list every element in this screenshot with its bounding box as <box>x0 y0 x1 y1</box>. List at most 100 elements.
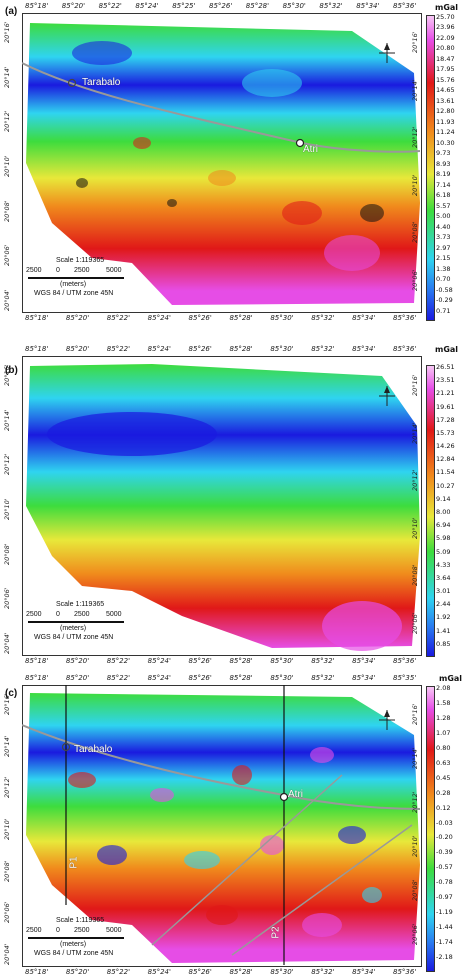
legend-label: 0.63 <box>436 758 451 767</box>
bottom-tick-label: 85°32' <box>311 314 335 322</box>
right-tick-label: 20°14' <box>411 747 419 769</box>
place-tarabalo: Tarabalo <box>82 77 121 88</box>
left-tick-label: 20°14' <box>3 66 11 88</box>
legend-label: 1.07 <box>436 728 451 737</box>
legend-label: 13.61 <box>436 96 455 105</box>
scale-unit: (meters) <box>60 281 87 288</box>
legend-unit: mGal <box>435 345 459 354</box>
top-tick-label: 85°26' <box>209 2 233 10</box>
legend-label: 7.14 <box>436 180 451 189</box>
top-tick-label: 85°32' <box>319 2 343 10</box>
left-tick-label: 20°10' <box>3 155 11 177</box>
right-tick-label: 20°16' <box>411 703 419 725</box>
top-tick-label: 85°22' <box>106 345 131 353</box>
profile-p2: P2 <box>270 926 282 939</box>
legend-label: 0.71 <box>436 306 451 315</box>
legend-label: 1.58 <box>436 698 451 707</box>
left-tick-label: 20°08' <box>3 543 11 565</box>
legend-label: 3.64 <box>436 573 451 582</box>
bottom-tick-label: 85°34' <box>352 968 376 976</box>
legend-label: 0.28 <box>436 788 451 797</box>
legend-label: 23.96 <box>436 23 455 32</box>
bottom-tick-label: 85°34' <box>352 314 376 322</box>
map-frame <box>22 13 422 313</box>
top-tick-label: 85°20' <box>65 674 90 682</box>
bottom-tick-label: 85°22' <box>106 968 131 976</box>
legend-label: 1.28 <box>436 713 451 722</box>
left-tick-label: 20°12' <box>3 453 11 476</box>
legend-label: 2.08 <box>436 684 451 692</box>
panel-c: (c) Tarabalo Atri P1 P2 Scale 1:119365 2… <box>0 672 474 980</box>
legend-label: 5.00 <box>436 212 451 221</box>
top-tick-label: 85°36' <box>393 345 417 353</box>
legend-label: 26.51 <box>436 363 455 371</box>
legend-label: 1.92 <box>436 613 451 622</box>
right-tick-label: 20°10' <box>411 517 419 539</box>
left-tick-label: 20°10' <box>3 498 11 520</box>
legend-label: 1.38 <box>436 264 451 273</box>
legend-label: 4.40 <box>436 222 451 231</box>
legend-label: 9.14 <box>436 494 451 503</box>
legend-label: -0.20 <box>436 833 453 842</box>
bottom-tick-label: 85°26' <box>188 968 212 976</box>
legend-label: 3.01 <box>436 587 451 596</box>
legend-unit: mGal <box>439 674 463 683</box>
left-tick-label: 20°06' <box>3 244 11 267</box>
left-tick-label: 20°10' <box>3 818 11 840</box>
bottom-tick-label: 85°24' <box>147 968 171 976</box>
scale-title: Scale 1:119365 <box>56 601 105 608</box>
bottom-tick-label: 85°28' <box>229 657 253 665</box>
regional-anomaly-map-b <box>26 364 420 651</box>
left-tick-label: 20°04' <box>3 289 11 311</box>
legend-bar <box>426 686 435 972</box>
left-tick-label: 20°06' <box>3 901 11 924</box>
legend-label: 11.54 <box>436 468 455 477</box>
legend-label: 18.47 <box>436 54 455 63</box>
right-tick-label: 20°06' <box>411 923 419 945</box>
bottom-tick-label: 85°36' <box>393 968 417 976</box>
legend-label: 11.93 <box>436 117 455 126</box>
legend-label: 10.27 <box>436 481 455 490</box>
place-atri: Atri <box>288 789 303 800</box>
top-tick-label: 85°30' <box>282 2 306 10</box>
left-tick-label: 20°08' <box>3 860 11 882</box>
top-tick-label: 85°30' <box>270 674 294 682</box>
top-tick-label: 85°20' <box>65 345 90 353</box>
legend-label: 2.44 <box>436 600 451 609</box>
top-tick-label: 85°36' <box>393 2 417 10</box>
bottom-tick-label: 85°18' <box>25 314 49 322</box>
top-tick-label: 85°18' <box>25 674 49 682</box>
scale-tick: 0 <box>56 267 60 274</box>
legend-label: 5.57 <box>436 201 451 210</box>
scale-title: Scale 1:119365 <box>56 257 105 264</box>
legend-label: 5.09 <box>436 547 451 556</box>
place-tarabalo: Tarabalo <box>74 744 113 755</box>
bottom-tick-label: 85°32' <box>311 968 335 976</box>
scale-tick: 0 <box>56 611 60 618</box>
left-tick-label: 20°04' <box>3 632 11 654</box>
bottom-tick-label: 85°18' <box>25 657 49 665</box>
left-tick-label: 20°08' <box>3 200 11 222</box>
legend-label: 0.70 <box>436 275 451 284</box>
legend-label: 12.80 <box>436 107 455 116</box>
left-tick-label: 20°16' <box>3 693 11 715</box>
gravity-anomaly-map-a <box>22 23 420 305</box>
top-tick-label: 85°18' <box>25 345 49 353</box>
bottom-tick-label: 85°22' <box>106 657 131 665</box>
bottom-tick-label: 85°28' <box>229 314 253 322</box>
legend-label: 3.73 <box>436 233 451 242</box>
profile-p1: P1 <box>68 856 80 869</box>
scale-tick: 0 <box>56 927 60 934</box>
right-tick-label: 20°14' <box>411 79 419 101</box>
bottom-tick-label: 85°30' <box>270 968 294 976</box>
top-tick-label: 85°34' <box>356 2 380 10</box>
legend-label: 12.84 <box>436 455 455 464</box>
scale-tick: 5000 <box>106 611 122 618</box>
legend-label: 0.85 <box>436 639 451 648</box>
legend-label: 0.80 <box>436 743 451 752</box>
bottom-tick-label: 85°22' <box>106 314 131 322</box>
panel-label: (a) <box>5 6 18 17</box>
right-tick-label: 20°06' <box>411 612 419 634</box>
map-frame <box>22 356 422 656</box>
top-tick-label: 85°28' <box>229 674 253 682</box>
